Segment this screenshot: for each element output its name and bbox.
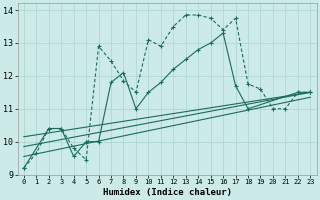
X-axis label: Humidex (Indice chaleur): Humidex (Indice chaleur) — [103, 188, 232, 197]
